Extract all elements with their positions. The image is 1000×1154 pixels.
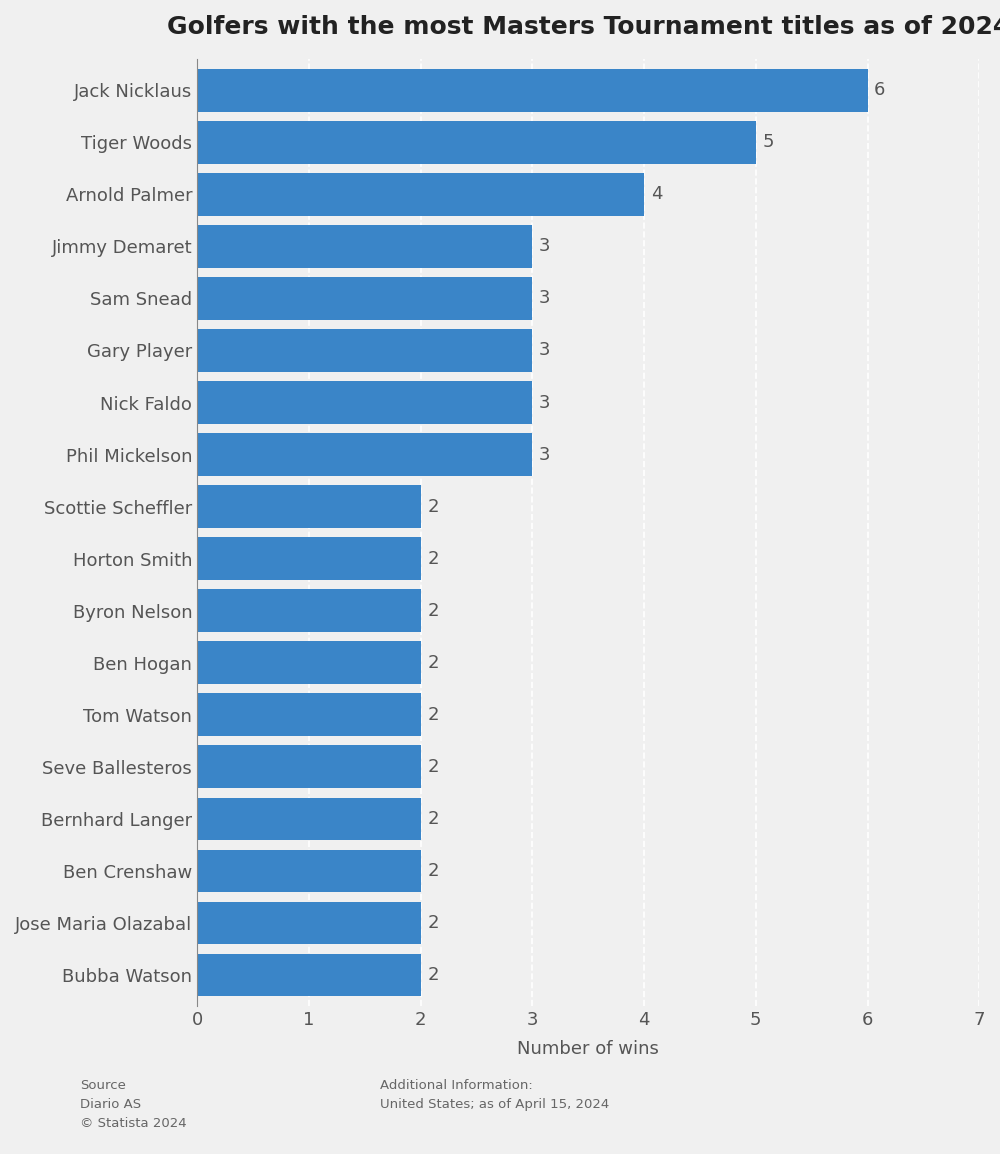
Text: 3: 3 xyxy=(539,290,551,307)
X-axis label: Number of wins: Number of wins xyxy=(517,1040,659,1058)
Bar xyxy=(197,69,868,112)
Text: 2: 2 xyxy=(427,706,439,724)
Bar xyxy=(197,849,421,892)
Bar xyxy=(197,433,532,475)
Bar xyxy=(197,121,756,164)
Text: 3: 3 xyxy=(539,342,551,359)
Text: 2: 2 xyxy=(427,810,439,827)
Bar xyxy=(197,694,421,736)
Bar xyxy=(197,277,532,320)
Bar xyxy=(197,173,644,216)
Text: 5: 5 xyxy=(762,133,774,151)
Bar xyxy=(197,745,421,788)
Text: Additional Information:
United States; as of April 15, 2024: Additional Information: United States; a… xyxy=(380,1079,609,1111)
Text: 4: 4 xyxy=(651,186,662,203)
Text: 3: 3 xyxy=(539,394,551,412)
Bar xyxy=(197,225,532,268)
Text: 2: 2 xyxy=(427,966,439,984)
Text: 2: 2 xyxy=(427,549,439,568)
Bar xyxy=(197,901,421,944)
Bar xyxy=(197,381,532,424)
Text: 2: 2 xyxy=(427,601,439,620)
Text: 2: 2 xyxy=(427,653,439,672)
Bar xyxy=(197,590,421,632)
Title: Golfers with the most Masters Tournament titles as of 2024: Golfers with the most Masters Tournament… xyxy=(167,15,1000,39)
Text: 2: 2 xyxy=(427,914,439,932)
Bar xyxy=(197,797,421,840)
Text: 6: 6 xyxy=(874,81,886,99)
Bar xyxy=(197,538,421,580)
Text: 3: 3 xyxy=(539,238,551,255)
Text: Source
Diario AS
© Statista 2024: Source Diario AS © Statista 2024 xyxy=(80,1079,187,1130)
Text: 2: 2 xyxy=(427,497,439,516)
Bar xyxy=(197,486,421,527)
Text: 2: 2 xyxy=(427,758,439,775)
Text: 3: 3 xyxy=(539,445,551,464)
Bar xyxy=(197,642,421,684)
Bar xyxy=(197,953,421,996)
Text: 2: 2 xyxy=(427,862,439,881)
Bar xyxy=(197,329,532,372)
